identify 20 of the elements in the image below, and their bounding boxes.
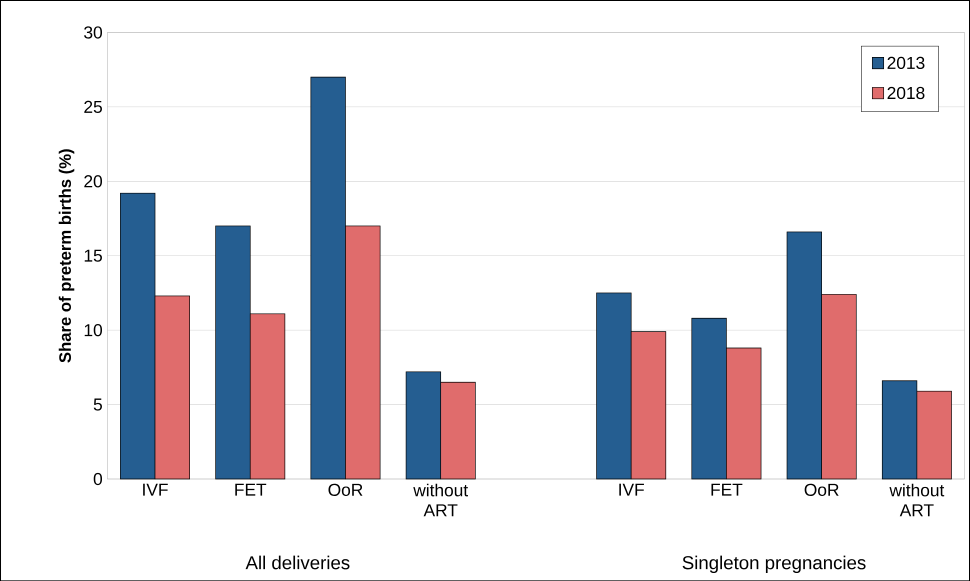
y-tick-label: 0 [94, 472, 102, 485]
x-tick-label: FET [235, 484, 266, 496]
text: All deliveries [246, 555, 350, 570]
x-tick-label: OoR [328, 484, 362, 496]
y-axis-title: Share of preterm births (%) [58, 149, 74, 362]
x-tick-label: IVF [143, 484, 168, 496]
x-tick-label: IVF [619, 484, 644, 496]
legend-label: 2018 [888, 86, 924, 99]
x-tick-label: without ART [889, 484, 944, 516]
y-tick-label: 5 [94, 398, 102, 410]
y-tick-label: 10 [84, 324, 102, 336]
legend-label: 2013 [888, 56, 924, 69]
y-tick-label: 20 [84, 174, 102, 188]
text: Singleton pregnancies [682, 555, 866, 573]
y-tick-label: 30 [84, 26, 102, 38]
y-tick-label: 25 [84, 100, 102, 113]
y-tick-label: 15 [84, 250, 102, 262]
x-tick-label: OoR [804, 484, 839, 496]
x-tick-label: without ART [413, 484, 468, 516]
x-tick-label: FET [711, 484, 742, 496]
